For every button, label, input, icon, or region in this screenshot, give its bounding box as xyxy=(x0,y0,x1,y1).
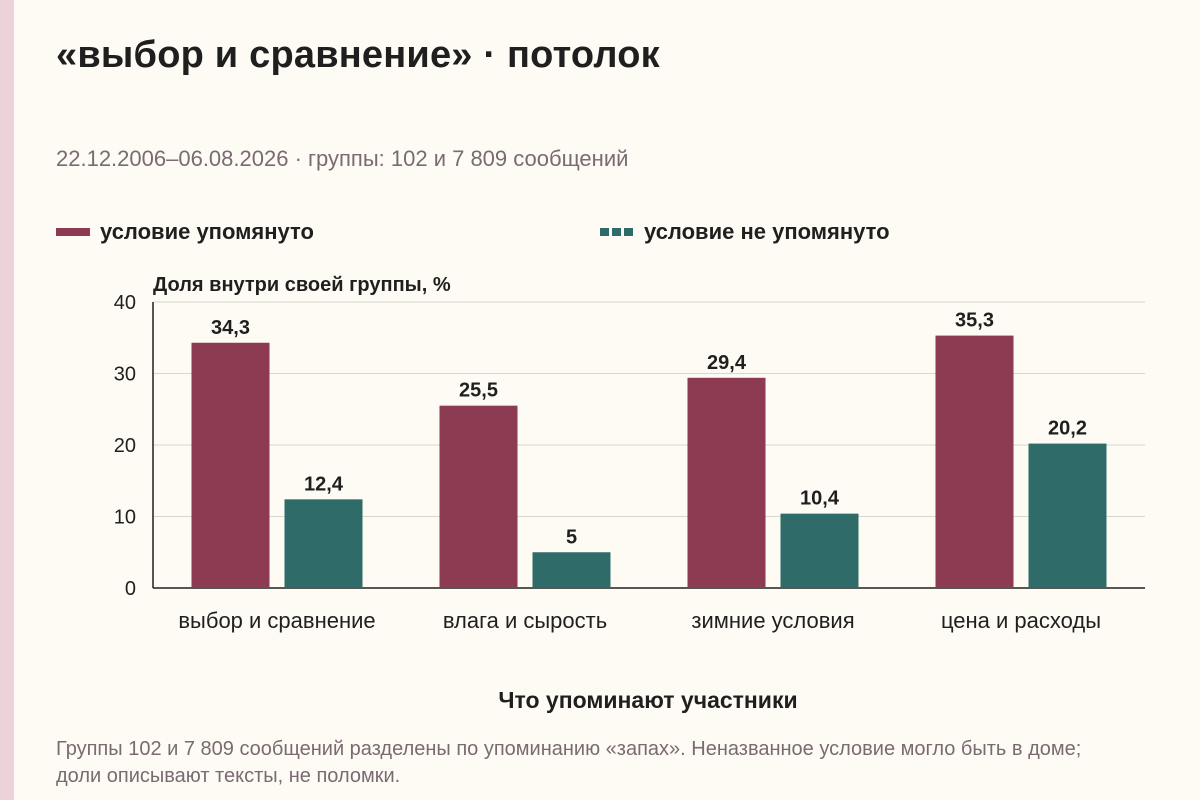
y-tick-label-0: 0 xyxy=(125,578,136,600)
bar-not-mentioned-1 xyxy=(532,552,611,588)
legend-swatch-mentioned xyxy=(56,228,90,236)
bar-mentioned-3 xyxy=(935,335,1014,588)
x-category-label-1: влага и сырость xyxy=(443,608,607,633)
bar-mentioned-2 xyxy=(687,377,766,588)
bar-mentioned-1 xyxy=(439,405,518,588)
bar-not-mentioned-3 xyxy=(1028,443,1107,588)
chart-subtitle: 22.12.2006–06.08.2026 · группы: 102 и 7 … xyxy=(56,146,629,171)
legend-swatch-not-mentioned xyxy=(600,228,634,236)
x-category-label-2: зимние условия xyxy=(691,608,854,633)
chart-title: «выбор и сравнение» · потолок xyxy=(56,34,660,76)
legend-item-mentioned: условие упомянуто xyxy=(56,219,314,245)
chart-caption: Группы 102 и 7 809 сообщений разделены п… xyxy=(56,738,1082,787)
left-accent-stripe xyxy=(0,0,14,800)
value-label-mentioned-1: 25,5 xyxy=(459,380,498,402)
legend-label-mentioned: условие упомянуто xyxy=(100,219,314,244)
y-tick-label-40: 40 xyxy=(114,292,136,314)
y-tick-label-10: 10 xyxy=(114,507,136,529)
x-category-label-0: выбор и сравнение xyxy=(178,608,375,633)
value-label-mentioned-2: 29,4 xyxy=(707,352,747,374)
value-label-not-mentioned-3: 20,2 xyxy=(1048,418,1087,440)
y-axis-title: Доля внутри своей группы, % xyxy=(153,274,451,296)
value-label-mentioned-0: 34,3 xyxy=(211,317,250,339)
y-tick-label-20: 20 xyxy=(114,435,136,457)
bar-not-mentioned-0 xyxy=(284,499,363,588)
x-axis-title: Что упоминают участники xyxy=(498,687,797,713)
value-label-not-mentioned-1: 5 xyxy=(566,526,577,548)
legend-label-not-mentioned: условие не упомянуто xyxy=(644,219,890,244)
value-label-not-mentioned-2: 10,4 xyxy=(800,488,840,510)
value-label-not-mentioned-0: 12,4 xyxy=(304,473,344,495)
y-tick-label-30: 30 xyxy=(114,364,136,386)
bar-not-mentioned-2 xyxy=(780,513,859,588)
bar-mentioned-0 xyxy=(191,342,270,588)
legend-item-not-mentioned: условие не упомянуто xyxy=(600,219,890,245)
value-label-mentioned-3: 35,3 xyxy=(955,310,994,332)
x-category-label-3: цена и расходы xyxy=(941,608,1101,633)
